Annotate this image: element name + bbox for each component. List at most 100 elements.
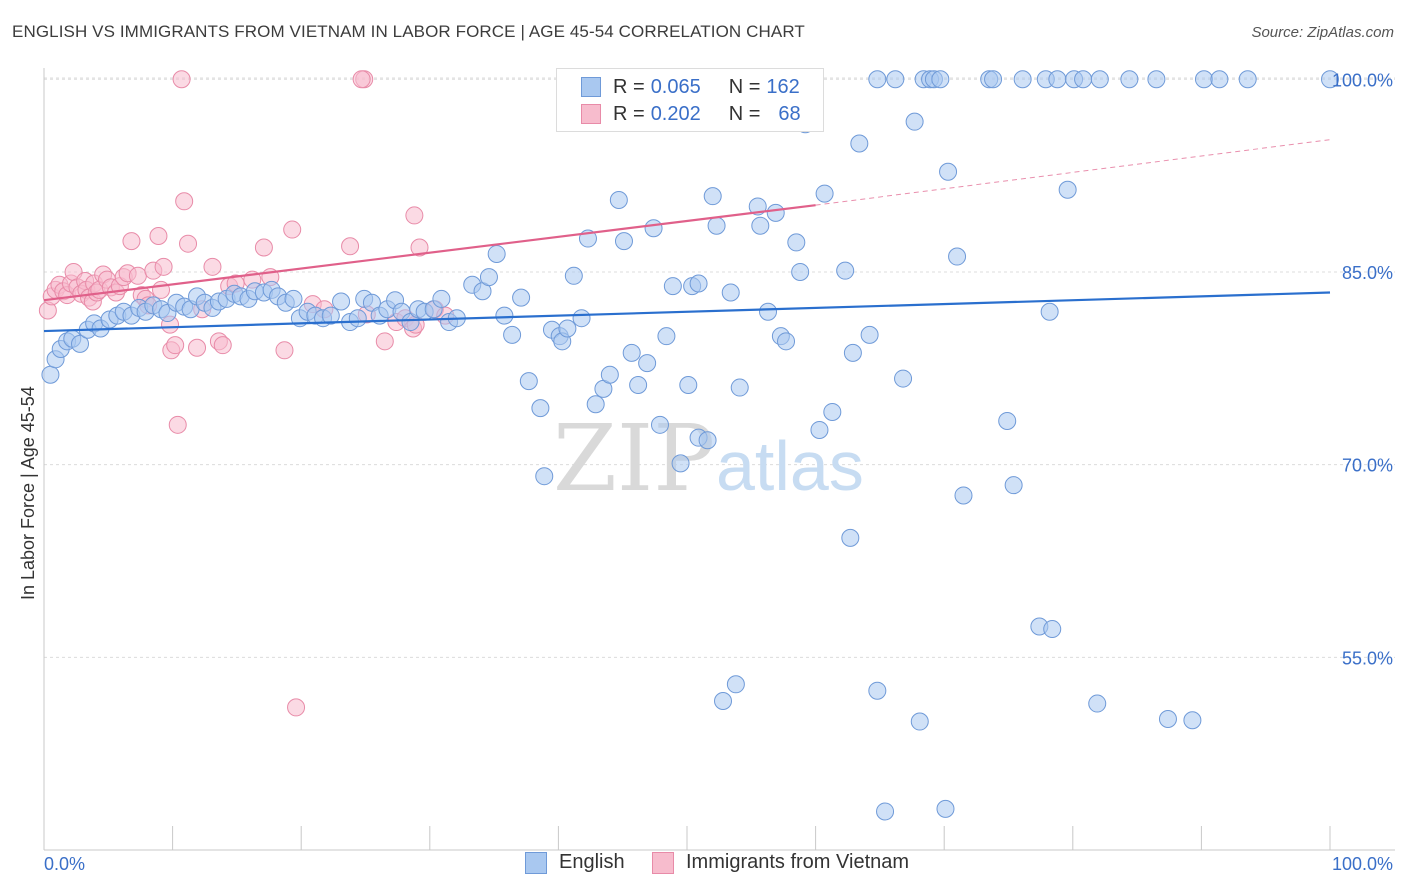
trend-line-vietnam [43, 204, 816, 302]
point-english [586, 395, 605, 414]
point-english [1120, 70, 1139, 89]
point-english [689, 274, 708, 293]
legend-r-label: R = [613, 75, 645, 98]
point-english [432, 289, 451, 308]
point-english [531, 399, 550, 418]
point-english [810, 420, 829, 439]
point-vietnam [410, 238, 429, 257]
tick-labels: 100.0% 85.0% 70.0% 55.0% 0.0% 100.0% [44, 70, 1393, 874]
point-english [1194, 70, 1213, 89]
point-vietnam [188, 338, 207, 357]
point-english [332, 292, 351, 311]
point-english [671, 454, 690, 473]
point-english [572, 309, 591, 328]
point-vietnam [352, 70, 371, 89]
gridlines [44, 77, 1395, 658]
y-tick-label: 100.0% [1332, 70, 1393, 90]
point-english [759, 302, 778, 321]
legend-r-value-vietnam: 0.202 [650, 102, 701, 125]
point-english [644, 219, 663, 238]
point-english [609, 191, 628, 210]
point-english [905, 112, 924, 131]
axes [43, 68, 1395, 851]
legend-swatch-english [581, 77, 601, 97]
y-tick-label: 70.0% [1342, 456, 1393, 476]
point-english [766, 203, 785, 222]
point-english [886, 70, 905, 89]
point-vietnam [168, 415, 187, 434]
point-english [721, 283, 740, 302]
series-english [41, 70, 1339, 821]
point-english [726, 675, 745, 694]
point-english [948, 247, 967, 266]
point-vietnam [405, 206, 424, 225]
point-english [1238, 70, 1257, 89]
bottom-legend-swatch-vietnam [652, 851, 674, 874]
y-tick-label: 85.0% [1342, 263, 1393, 283]
point-english [71, 334, 90, 353]
bottom-legend: English Immigrants from Vietnam [0, 851, 1406, 879]
point-english [1048, 70, 1067, 89]
point-english [868, 681, 887, 700]
point-english [1013, 70, 1032, 89]
legend-n-label: N = [728, 75, 761, 98]
point-vietnam [166, 336, 185, 355]
point-english [954, 486, 973, 505]
chart-title: ENGLISH VS IMMIGRANTS FROM VIETNAM IN LA… [12, 22, 805, 41]
bottom-legend-swatch-english [525, 851, 547, 874]
point-english [321, 306, 340, 325]
correlation-legend: R = 0.065 N = 162 R = 0.202 N = 68 [556, 68, 824, 132]
legend-r-value-english: 0.065 [650, 75, 701, 98]
point-english [519, 372, 538, 391]
point-vietnam [287, 698, 306, 717]
legend-n-label: N = [728, 102, 761, 125]
point-english [841, 528, 860, 547]
point-english [823, 402, 842, 421]
point-english [777, 332, 796, 351]
point-english [1004, 476, 1023, 495]
x-tick-label-max: 100.0% [1332, 854, 1393, 874]
trend-lines [43, 139, 1331, 333]
watermark-zip: ZIP [553, 405, 715, 512]
legend-row-vietnam: R = 0.202 N = 68 [581, 102, 801, 126]
watermark-atlas: atlas [716, 427, 864, 505]
trend-line-english [43, 291, 1331, 333]
point-vietnam [154, 257, 173, 276]
point-english [1147, 70, 1166, 89]
point-english [1058, 180, 1077, 199]
point-english [479, 268, 498, 287]
point-english [843, 343, 862, 362]
point-english [503, 325, 522, 344]
point-english [1210, 70, 1229, 89]
point-english [487, 244, 506, 263]
point-vietnam [203, 257, 222, 276]
watermark: ZIP atlas [553, 405, 864, 512]
point-english [714, 691, 733, 710]
point-vietnam [275, 341, 294, 360]
point-vietnam [254, 238, 273, 257]
point-english [614, 232, 633, 251]
point-vietnam [172, 70, 191, 89]
point-vietnam [375, 332, 394, 351]
point-vietnam [179, 234, 198, 253]
point-english [638, 354, 657, 373]
point-english [495, 306, 514, 325]
trend-line-vietnam-extrapolated [815, 139, 1331, 206]
bottom-legend-label-vietnam: Immigrants from Vietnam [686, 851, 910, 873]
source-label: Source: ZipAtlas.com [1251, 24, 1394, 41]
point-english [535, 467, 554, 486]
point-english [1074, 70, 1093, 89]
point-english [860, 325, 879, 344]
y-axis-label: In Labor Force | Age 45-54 [18, 386, 38, 600]
point-vietnam [283, 220, 302, 239]
point-english [622, 343, 641, 362]
bottom-legend-label-english: English [559, 851, 625, 873]
point-english [650, 415, 669, 434]
point-english [698, 431, 717, 450]
point-vietnam [128, 266, 147, 285]
x-tick-label-min: 0.0% [44, 854, 85, 874]
legend-n-value-vietnam: 68 [778, 102, 801, 125]
point-english [876, 802, 895, 821]
point-english [348, 309, 367, 328]
